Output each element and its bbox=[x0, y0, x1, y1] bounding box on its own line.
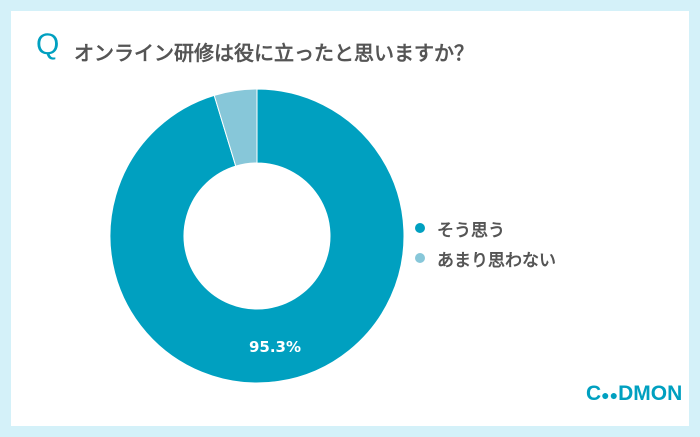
donut-slice bbox=[213, 88, 258, 167]
codmon-logo: C●●DMON bbox=[586, 382, 683, 405]
donut-slice bbox=[109, 88, 405, 384]
chart-title: オンライン研修は役に立ったと思いますか？ bbox=[74, 41, 474, 65]
data-label: 95.3% bbox=[249, 338, 301, 356]
legend-swatch bbox=[415, 253, 425, 263]
legend-label: そう思う bbox=[437, 220, 505, 241]
legend-swatch bbox=[415, 223, 425, 233]
legend-item: そう思う bbox=[415, 213, 556, 243]
legend-label: あまり思わない bbox=[437, 250, 556, 271]
question-mark: Q bbox=[36, 28, 60, 61]
legend: そう思う あまり思わない bbox=[415, 213, 556, 273]
legend-item: あまり思わない bbox=[415, 243, 556, 273]
